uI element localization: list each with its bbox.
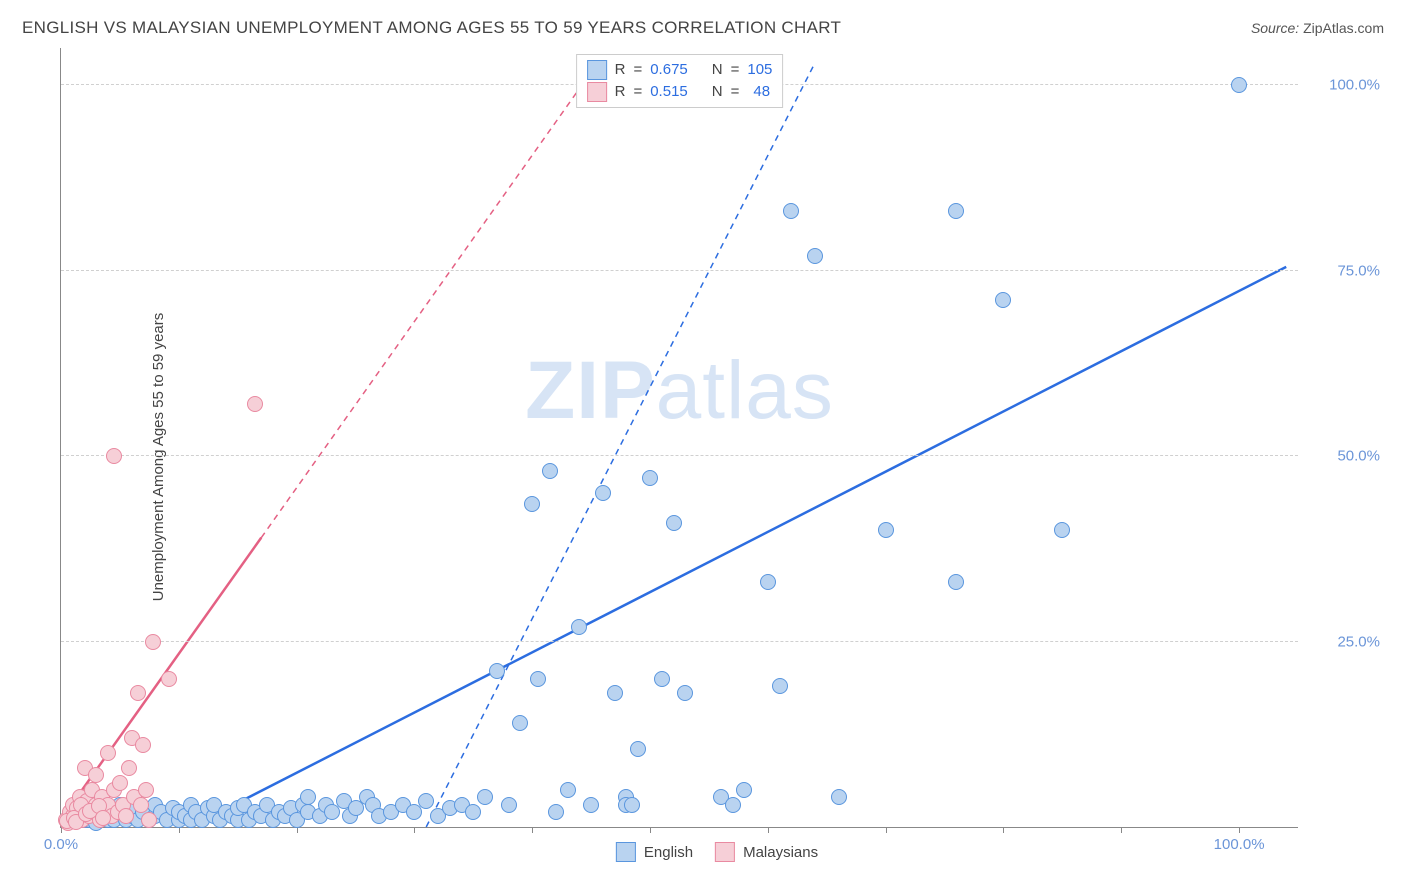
data-point <box>135 737 151 753</box>
trend-line <box>426 63 815 827</box>
legend-item-english: English <box>616 842 693 862</box>
x-tick <box>1121 827 1122 833</box>
data-point <box>489 663 505 679</box>
data-point <box>465 804 481 820</box>
source-label: Source: <box>1251 20 1299 36</box>
data-point <box>677 685 693 701</box>
data-point <box>1231 77 1247 93</box>
legend-row-english: R = 0.675 N = 105 <box>587 59 773 81</box>
data-point <box>477 789 493 805</box>
data-point <box>807 248 823 264</box>
data-point <box>654 671 670 687</box>
legend-row-malaysians: R = 0.515 N = 48 <box>587 81 773 103</box>
data-point <box>542 463 558 479</box>
data-point <box>571 619 587 635</box>
data-point <box>760 574 776 590</box>
data-point <box>141 812 157 828</box>
data-point <box>783 203 799 219</box>
chart-title: ENGLISH VS MALAYSIAN UNEMPLOYMENT AMONG … <box>22 18 841 38</box>
legend-swatch-malaysians <box>587 82 607 102</box>
data-point <box>100 745 116 761</box>
data-point <box>607 685 623 701</box>
trend-line <box>191 267 1287 827</box>
data-point <box>736 782 752 798</box>
chart-source: Source: ZipAtlas.com <box>1251 20 1384 36</box>
data-point <box>725 797 741 813</box>
grid-line <box>61 455 1298 456</box>
x-tick <box>532 827 533 833</box>
data-point <box>95 810 111 826</box>
x-tick-label: 0.0% <box>44 836 78 853</box>
y-tick-label: 100.0% <box>1329 77 1380 94</box>
data-point <box>548 804 564 820</box>
data-point <box>145 634 161 650</box>
data-point <box>106 448 122 464</box>
chart-area: Unemployment Among Ages 55 to 59 years Z… <box>48 48 1386 866</box>
data-point <box>524 496 540 512</box>
legend-n-label: N <box>712 59 723 81</box>
x-tick <box>886 827 887 833</box>
data-point <box>530 671 546 687</box>
x-tick <box>768 827 769 833</box>
legend-swatch-english-bottom <box>616 842 636 862</box>
grid-line <box>61 270 1298 271</box>
data-point <box>501 797 517 813</box>
data-point <box>121 760 137 776</box>
data-point <box>130 685 146 701</box>
data-point <box>118 808 134 824</box>
data-point <box>138 782 154 798</box>
data-point <box>948 203 964 219</box>
y-tick-label: 75.0% <box>1337 262 1380 279</box>
legend-r-english: 0.675 <box>650 59 688 81</box>
data-point <box>112 775 128 791</box>
data-point <box>630 741 646 757</box>
x-tick <box>650 827 651 833</box>
legend-swatch-malaysians-bottom <box>715 842 735 862</box>
y-tick-label: 25.0% <box>1337 633 1380 650</box>
legend-item-malaysians: Malaysians <box>715 842 818 862</box>
data-point <box>88 767 104 783</box>
legend-n-malaysians: 48 <box>747 81 770 103</box>
data-point <box>583 797 599 813</box>
data-point <box>560 782 576 798</box>
legend-series: English Malaysians <box>616 842 818 862</box>
chart-header: ENGLISH VS MALAYSIAN UNEMPLOYMENT AMONG … <box>22 18 1384 38</box>
legend-label-english: English <box>644 844 693 861</box>
data-point <box>772 678 788 694</box>
legend-label-malaysians: Malaysians <box>743 844 818 861</box>
data-point <box>512 715 528 731</box>
legend-r-malaysians: 0.515 <box>650 81 688 103</box>
data-point <box>418 793 434 809</box>
data-point <box>300 789 316 805</box>
x-tick <box>414 827 415 833</box>
plot-area: ZIPatlas R = 0.675 N = 105 R = 0.515 N = <box>60 48 1298 828</box>
trend-lines <box>61 48 1298 827</box>
data-point <box>595 485 611 501</box>
data-point <box>666 515 682 531</box>
x-tick <box>179 827 180 833</box>
x-tick <box>1003 827 1004 833</box>
x-tick <box>1239 827 1240 833</box>
legend-swatch-english <box>587 60 607 80</box>
data-point <box>624 797 640 813</box>
data-point <box>642 470 658 486</box>
data-point <box>1054 522 1070 538</box>
data-point <box>995 292 1011 308</box>
x-tick <box>297 827 298 833</box>
data-point <box>878 522 894 538</box>
x-tick-label: 100.0% <box>1214 836 1265 853</box>
data-point <box>247 396 263 412</box>
data-point <box>948 574 964 590</box>
legend-r-label: R <box>615 59 626 81</box>
data-point <box>133 797 149 813</box>
y-tick-label: 50.0% <box>1337 448 1380 465</box>
legend-n-english: 105 <box>747 59 772 81</box>
data-point <box>161 671 177 687</box>
data-point <box>831 789 847 805</box>
legend-correlation: R = 0.675 N = 105 R = 0.515 N = 48 <box>576 54 784 108</box>
source-name: ZipAtlas.com <box>1303 20 1384 36</box>
grid-line <box>61 641 1298 642</box>
